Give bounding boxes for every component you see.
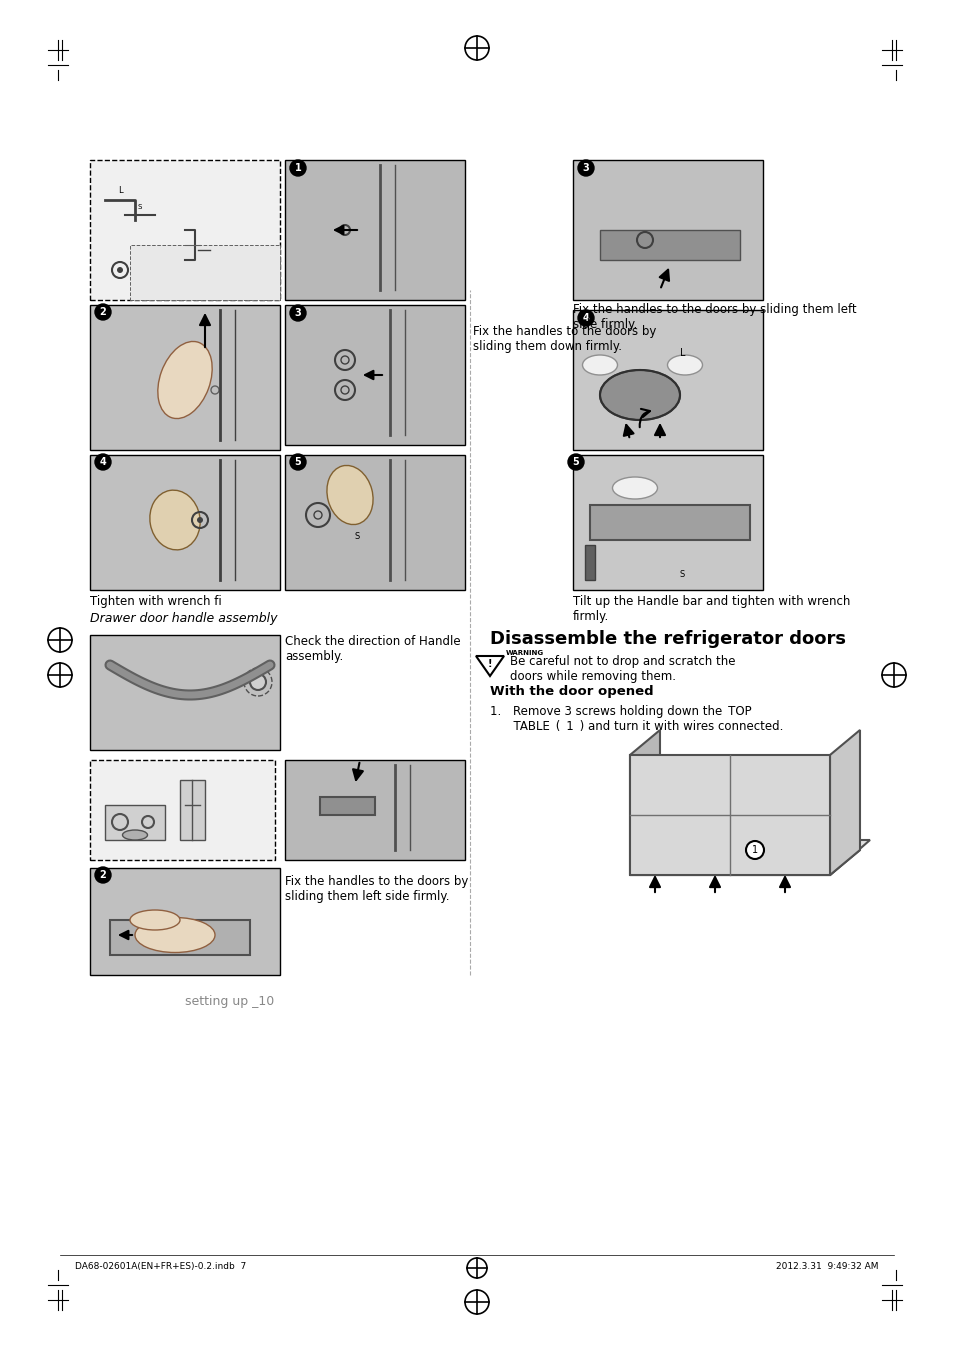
Bar (90, 161, 280, 300)
Bar (90, 760, 274, 860)
Text: Tilt up the Handle bar and tighten with wrench
firmly.: Tilt up the Handle bar and tighten with … (573, 595, 849, 622)
Circle shape (290, 305, 306, 321)
Ellipse shape (582, 355, 617, 375)
Circle shape (290, 161, 306, 176)
Text: setting up _10: setting up _10 (185, 995, 274, 1008)
Circle shape (95, 304, 111, 320)
Bar (105, 805, 165, 840)
Text: DA68-02601A(EN+FR+ES)-0.2.indb  7: DA68-02601A(EN+FR+ES)-0.2.indb 7 (75, 1262, 246, 1270)
Ellipse shape (157, 342, 212, 418)
Text: 4: 4 (99, 458, 107, 467)
Ellipse shape (667, 355, 701, 375)
Ellipse shape (150, 490, 200, 549)
Text: S: S (355, 532, 360, 541)
Circle shape (745, 841, 763, 859)
Text: 5: 5 (294, 458, 301, 467)
Text: 2: 2 (99, 869, 107, 880)
Text: 4: 4 (582, 313, 589, 323)
Text: 3: 3 (294, 308, 301, 319)
Text: Check the direction of Handle
assembly.: Check the direction of Handle assembly. (285, 634, 460, 663)
Bar (285, 305, 464, 446)
Circle shape (95, 867, 111, 883)
Circle shape (578, 161, 594, 176)
Bar (130, 244, 280, 300)
Bar (90, 305, 280, 450)
Text: 1: 1 (751, 845, 758, 855)
Text: Drawer door handle assembly: Drawer door handle assembly (90, 612, 277, 625)
Bar (599, 230, 740, 261)
Text: Tighten with wrench fi: Tighten with wrench fi (90, 595, 221, 608)
Ellipse shape (599, 370, 679, 420)
Bar (180, 780, 205, 840)
Polygon shape (629, 730, 659, 875)
Circle shape (567, 454, 583, 470)
Text: Fix the handles to the doors by
sliding them left side firmly.: Fix the handles to the doors by sliding … (285, 875, 468, 903)
Bar (90, 455, 280, 590)
Circle shape (117, 267, 123, 273)
Bar (589, 505, 749, 540)
Text: L: L (679, 348, 685, 358)
Bar (90, 868, 280, 975)
Bar (573, 455, 762, 590)
Bar (110, 919, 250, 954)
Ellipse shape (327, 466, 373, 525)
Text: S: S (679, 570, 684, 579)
Circle shape (196, 517, 203, 522)
Bar (573, 161, 762, 300)
Circle shape (157, 267, 163, 273)
Bar (285, 760, 464, 860)
Ellipse shape (122, 830, 148, 840)
Circle shape (578, 310, 594, 325)
Text: WARNING: WARNING (505, 649, 543, 656)
Text: 2012.3.31  9:49:32 AM: 2012.3.31 9:49:32 AM (776, 1262, 878, 1270)
Polygon shape (629, 840, 869, 875)
Circle shape (95, 454, 111, 470)
Ellipse shape (135, 918, 214, 953)
Circle shape (290, 454, 306, 470)
Text: !: ! (487, 659, 492, 670)
Text: Disassemble the refrigerator doors: Disassemble the refrigerator doors (490, 630, 845, 648)
Text: Fix the handles to the doors by sliding them left
side firmly.: Fix the handles to the doors by sliding … (573, 302, 856, 331)
Text: 2: 2 (99, 306, 107, 317)
Polygon shape (829, 730, 859, 875)
Text: 5: 5 (572, 458, 578, 467)
Polygon shape (629, 755, 829, 875)
Text: Be careful not to drop and scratch the
doors while removing them.: Be careful not to drop and scratch the d… (510, 655, 735, 683)
Text: S: S (137, 204, 142, 211)
Bar (573, 310, 762, 450)
Bar (90, 634, 280, 751)
Text: L: L (117, 186, 122, 194)
Ellipse shape (130, 910, 180, 930)
Ellipse shape (612, 477, 657, 500)
Bar (584, 545, 595, 580)
Text: With the door opened: With the door opened (490, 684, 653, 698)
Circle shape (250, 674, 266, 690)
Bar (285, 455, 464, 590)
Bar (539, 716, 869, 890)
Bar (319, 796, 375, 815)
Text: 1. Remove 3 screws holding down the TOP
  TABLE ( 1 ) and turn it with wires con: 1. Remove 3 screws holding down the TOP … (490, 705, 782, 733)
Bar (285, 161, 464, 300)
Text: 1: 1 (294, 163, 301, 173)
Polygon shape (629, 850, 859, 875)
Text: Fix the handles to the doors by
sliding them down firmly.: Fix the handles to the doors by sliding … (473, 325, 656, 352)
Text: 3: 3 (582, 163, 589, 173)
